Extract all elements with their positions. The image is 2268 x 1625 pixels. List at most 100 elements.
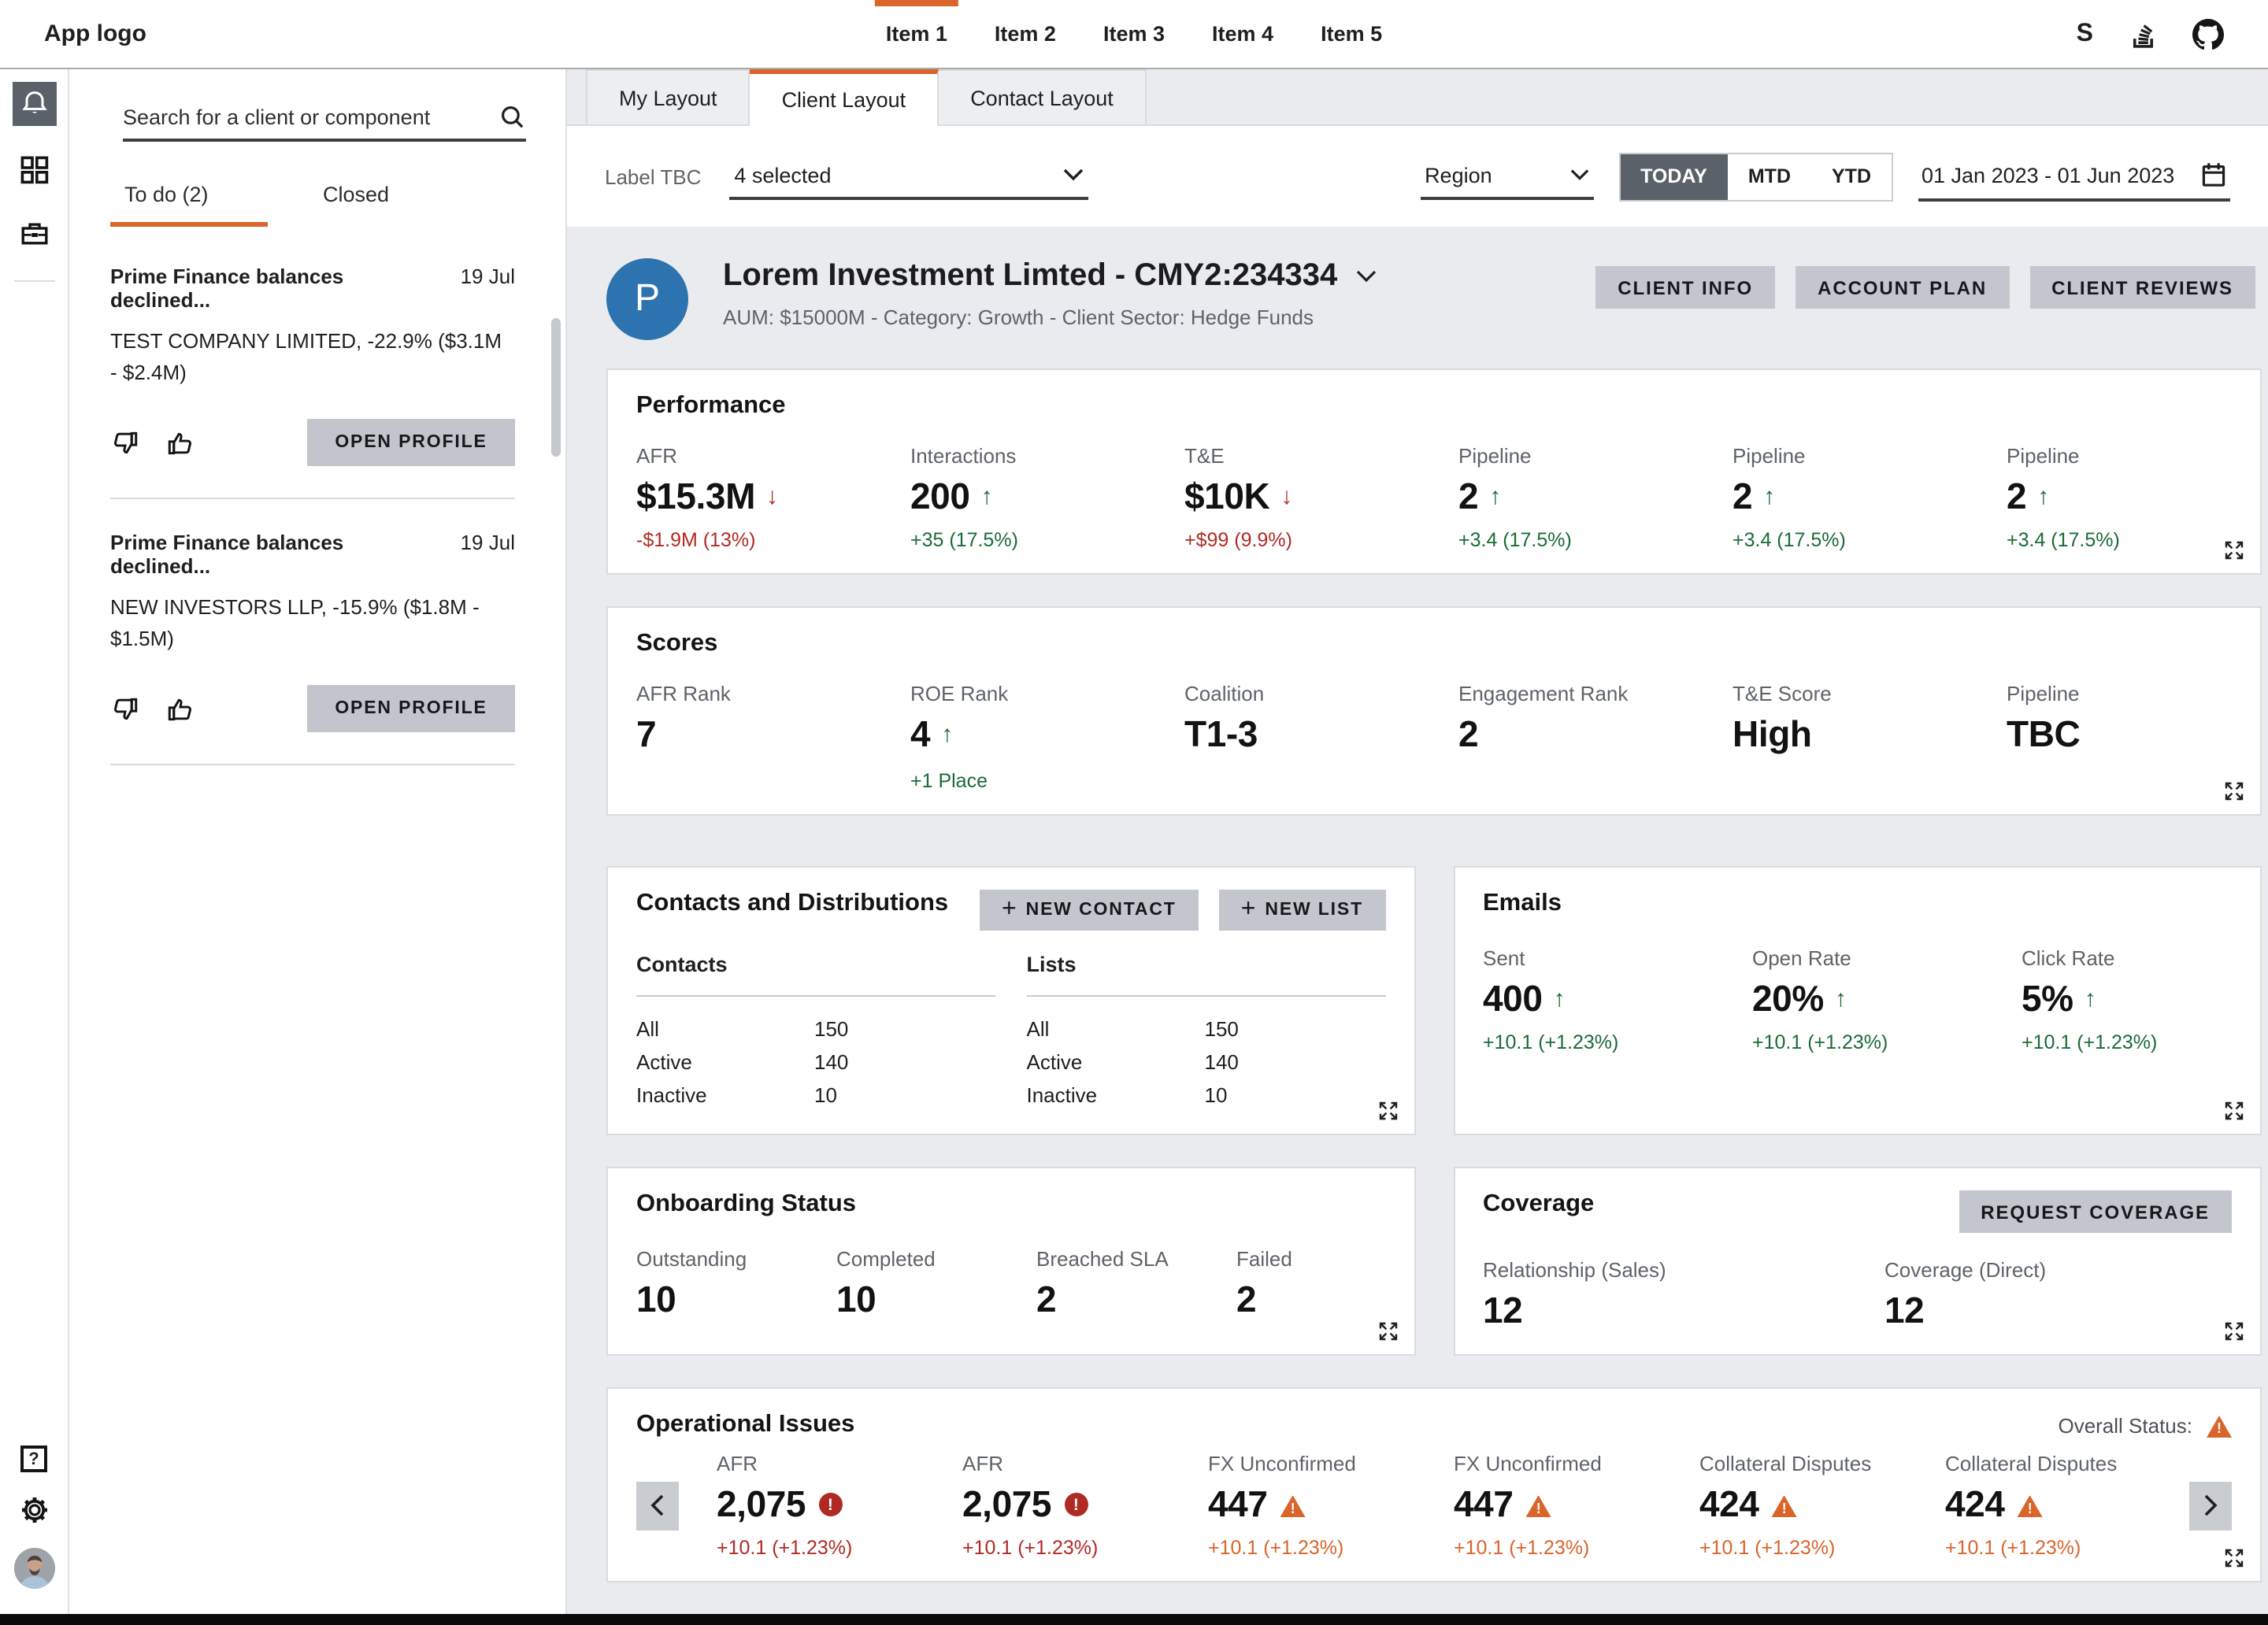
divider bbox=[110, 498, 515, 499]
account-plan-button[interactable]: ACCOUNT PLAN bbox=[1796, 266, 2010, 309]
table-row: Active 140 bbox=[636, 1050, 849, 1074]
stackoverflow-icon[interactable] bbox=[2128, 19, 2158, 49]
expand-icon[interactable] bbox=[2224, 1101, 2244, 1121]
client-reviews-button[interactable]: CLIENT REVIEWS bbox=[2029, 266, 2255, 309]
notification-title: Prime Finance balances declined... bbox=[110, 265, 344, 312]
range-mtd[interactable]: MTD bbox=[1747, 165, 1791, 187]
app-logo: App logo bbox=[44, 20, 146, 47]
open-profile-button[interactable]: OPEN PROFILE bbox=[307, 419, 515, 466]
metric-click-rate: Click Rate 5% ↑ +10.1 (+1.23%) bbox=[2022, 946, 2158, 1053]
scores-card: Scores AFR Rank 7 ROE Rank 4 ↑ +1 Place C bbox=[606, 606, 2262, 816]
card-title: Coverage bbox=[1483, 1190, 1595, 1217]
tab-client-layout[interactable]: Client Layout bbox=[750, 69, 939, 126]
search-icon[interactable] bbox=[499, 103, 526, 130]
client-info-button[interactable]: CLIENT INFO bbox=[1595, 266, 1776, 309]
new-contact-button[interactable]: NEW CONTACT bbox=[979, 890, 1199, 931]
metric-coalition: Coalition T1-3 bbox=[1184, 682, 1265, 754]
grid-icon bbox=[20, 156, 48, 184]
rail-divider bbox=[13, 280, 54, 282]
icon-rail: ? bbox=[0, 69, 69, 1614]
nav-item-4[interactable]: Item 4 bbox=[1212, 22, 1274, 46]
date-range-toggle: TODAY MTD YTD bbox=[1618, 152, 1893, 201]
layout-tabs: My Layout Client Layout Contact Layout bbox=[567, 69, 2268, 126]
nav-item-1[interactable]: Item 1 bbox=[874, 0, 958, 68]
expand-icon[interactable] bbox=[2224, 781, 2244, 801]
metric-relationship-sales: Relationship (Sales) 12 bbox=[1483, 1258, 1666, 1331]
notification-title: Prime Finance balances declined... bbox=[110, 531, 344, 578]
nav-item-2[interactable]: Item 2 bbox=[994, 22, 1056, 46]
open-profile-button[interactable]: OPEN PROFILE bbox=[307, 685, 515, 732]
chevron-down-icon[interactable] bbox=[1356, 269, 1377, 283]
chevron-down-icon bbox=[1063, 168, 1084, 181]
settings-gear-icon[interactable] bbox=[18, 1494, 50, 1526]
nav-item-3[interactable]: Item 3 bbox=[1102, 22, 1166, 46]
trend-arrow: ↑ bbox=[980, 483, 993, 510]
client-avatar[interactable]: P bbox=[606, 258, 688, 340]
tab-my-layout[interactable]: My Layout bbox=[586, 69, 750, 124]
portfolio-rail-button[interactable] bbox=[12, 214, 56, 252]
thumbs-down-icon[interactable] bbox=[110, 428, 140, 457]
range-ytd[interactable]: YTD bbox=[1832, 165, 1871, 187]
emails-card: Emails Sent 400 ↑ +10.1 (+1.23%) Open Rat… bbox=[1453, 866, 2262, 1135]
expand-icon[interactable] bbox=[1377, 1321, 1398, 1342]
scrollbar-thumb[interactable] bbox=[551, 318, 561, 457]
metric-coverage-direct: Coverage (Direct) 12 bbox=[1884, 1258, 2047, 1331]
expand-icon[interactable] bbox=[2224, 1548, 2244, 1568]
expand-icon[interactable] bbox=[1377, 1101, 1398, 1121]
search-field bbox=[123, 94, 526, 142]
notifications-rail-button[interactable] bbox=[12, 82, 56, 126]
tab-contact-layout[interactable]: Contact Layout bbox=[939, 69, 1147, 124]
trend-arrow: ↑ bbox=[1553, 986, 1566, 1012]
date-range-picker[interactable]: 01 Jan 2023 - 01 Jun 2023 bbox=[1918, 152, 2230, 201]
search-input[interactable] bbox=[123, 105, 499, 128]
thumbs-up-icon[interactable] bbox=[165, 694, 195, 724]
metric-afr-rank: AFR Rank 7 bbox=[636, 682, 731, 754]
warning-icon bbox=[1280, 1495, 1306, 1517]
metric-afr-issues: AFR 2,075 +10.1 (+1.23%) bbox=[717, 1452, 962, 1559]
notification-card[interactable]: Prime Finance balances declined... 19 Ju… bbox=[110, 265, 547, 499]
nav-item-5[interactable]: Item 5 bbox=[1321, 22, 1383, 46]
thumbs-down-icon[interactable] bbox=[110, 694, 140, 724]
notification-card[interactable]: Prime Finance balances declined... 19 Ju… bbox=[110, 531, 547, 765]
card-title: Emails bbox=[1483, 890, 1562, 916]
lists-table: Lists All 150 Active 140 Inactive 10 bbox=[1026, 953, 1385, 1112]
expand-icon[interactable] bbox=[2224, 1321, 2244, 1342]
carousel-next-button[interactable] bbox=[2189, 1481, 2232, 1530]
carousel-previous-button[interactable] bbox=[636, 1481, 679, 1530]
request-coverage-button[interactable]: REQUEST COVERAGE bbox=[1959, 1190, 2232, 1233]
filter-label: Label TBC bbox=[605, 165, 702, 188]
trend-arrow: ↓ bbox=[1280, 483, 1292, 510]
expand-icon[interactable] bbox=[2224, 540, 2244, 561]
metric-roe-rank: ROE Rank 4 ↑ +1 Place bbox=[910, 682, 1009, 792]
help-icon[interactable]: ? bbox=[20, 1445, 47, 1472]
panel-tabs: To do (2) Closed bbox=[110, 183, 547, 227]
selected-filter-dropdown[interactable]: 4 selected bbox=[729, 153, 1089, 200]
card-title: Performance bbox=[636, 392, 786, 419]
warning-icon bbox=[1771, 1495, 1797, 1517]
table-row: Inactive 10 bbox=[1026, 1083, 1228, 1107]
s-icon[interactable]: S bbox=[2076, 20, 2093, 46]
contacts-card: Contacts and Distributions NEW CONTACT N… bbox=[606, 866, 1415, 1135]
metric-interactions: Interactions 200 ↑ +35 (17.5%) bbox=[910, 444, 1018, 551]
onboarding-card: Onboarding Status Outstanding 10 Complet… bbox=[606, 1167, 1415, 1356]
metric-pipeline: Pipeline 2 ↑ +3.4 (17.5%) bbox=[1732, 444, 1846, 551]
divider bbox=[110, 764, 515, 765]
tab-closed[interactable]: Closed bbox=[323, 183, 390, 206]
chevron-down-icon bbox=[1569, 168, 1588, 181]
metric-collateral-disputes: Collateral Disputes 424 +10.1 (+1.23%) bbox=[1945, 1452, 2189, 1559]
thumbs-up-icon[interactable] bbox=[165, 428, 195, 457]
bell-icon bbox=[18, 88, 50, 120]
user-avatar[interactable] bbox=[13, 1548, 54, 1589]
apps-rail-button[interactable] bbox=[12, 151, 56, 189]
trend-arrow: ↑ bbox=[2084, 986, 2096, 1012]
metric-open-rate: Open Rate 20% ↑ +10.1 (+1.23%) bbox=[1752, 946, 1888, 1053]
top-bar: App logo Item 1 Item 2 Item 3 Item 4 Ite… bbox=[0, 0, 2268, 69]
card-title: Contacts and Distributions bbox=[636, 890, 949, 916]
new-list-button[interactable]: NEW LIST bbox=[1218, 890, 1385, 931]
range-today[interactable]: TODAY bbox=[1620, 154, 1728, 199]
region-dropdown[interactable]: Region bbox=[1420, 153, 1594, 200]
notification-body: NEW INVESTORS LLP, -15.9% ($1.8M - $1.5M… bbox=[110, 595, 480, 650]
github-icon[interactable] bbox=[2192, 18, 2224, 50]
tab-todo[interactable]: To do (2) bbox=[110, 183, 268, 227]
table-row: All 150 bbox=[636, 1017, 849, 1041]
